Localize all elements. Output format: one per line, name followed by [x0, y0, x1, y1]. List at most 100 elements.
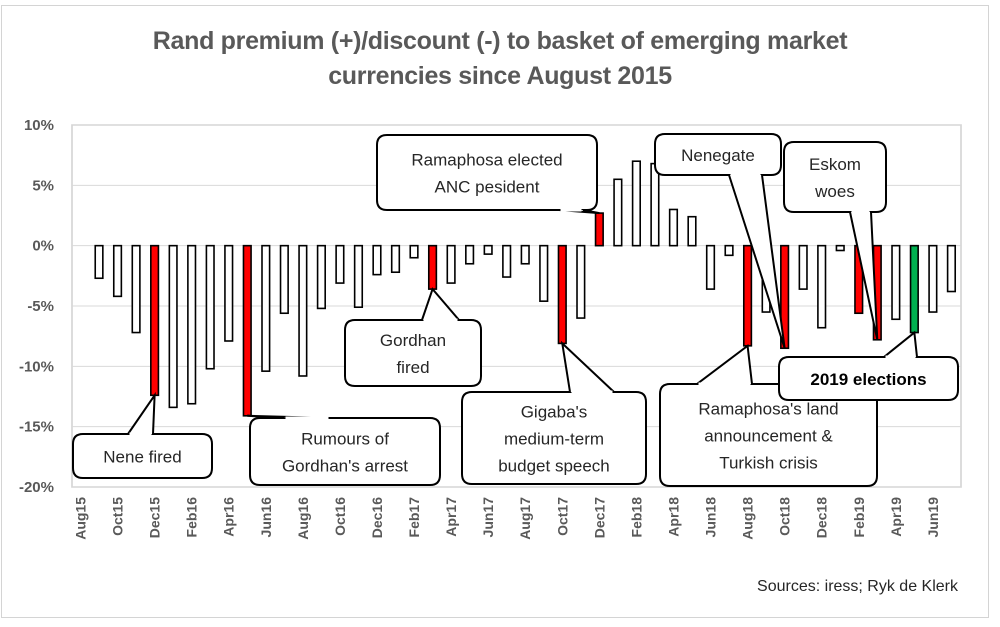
- bar-highlight-Mar17: [427, 244, 438, 290]
- callout-pointer: [728, 174, 786, 349]
- x-tick-label: Feb19: [851, 497, 867, 538]
- bars: [94, 160, 957, 417]
- callout-box: [72, 433, 213, 479]
- callout-text: budget speech: [498, 457, 610, 476]
- x-tick-label: Feb18: [628, 497, 644, 538]
- bar-Nov17: [576, 244, 586, 319]
- y-tick-label: 10%: [24, 117, 54, 134]
- callout-nene-fired: Nene fired: [72, 391, 213, 479]
- annotations: Nene fired Rumours of Gordhan's arrest Gord…: [72, 133, 959, 487]
- callout-text: Nene fired: [103, 448, 181, 467]
- x-tick-label: Aug17: [517, 497, 533, 540]
- bar-Apr19: [891, 244, 901, 321]
- x-tick-label: Oct15: [110, 497, 126, 536]
- callout-ramaphosa-land: Ramaphosa's land announcement & Turkish cr…: [659, 343, 878, 487]
- callout-pointer: [560, 340, 615, 393]
- bar-Jun19: [928, 244, 938, 313]
- chart-title-line-2: currencies since August 2015: [328, 62, 672, 90]
- bar-Sep16: [316, 244, 326, 310]
- callout-text: announcement &: [704, 427, 833, 446]
- callout-pointer: [127, 391, 156, 435]
- y-tick-label: -10%: [19, 358, 54, 375]
- callout-box: [461, 391, 647, 485]
- bar-highlight-Aug18: [742, 244, 753, 347]
- x-tick-label: Jun19: [925, 497, 941, 538]
- callout-text: 2019 elections: [810, 370, 926, 389]
- callout-text: Eskom: [809, 155, 861, 174]
- bar-Mar16: [205, 244, 215, 370]
- bar-Jan19: [835, 244, 845, 252]
- x-tick-label: Dec17: [591, 497, 607, 538]
- bar-highlight-May16: [242, 244, 252, 417]
- y-tick-label: -20%: [19, 479, 54, 496]
- x-axis: Aug15 Oct15 Dec15 Feb16 Apr16 Jun16 Aug16 Oct16…: [73, 497, 941, 540]
- x-tick-label: Aug16: [295, 497, 311, 540]
- bar-Apr16: [224, 244, 234, 342]
- callout-nenegate: Nenegate: [654, 133, 786, 349]
- callout-box: [376, 134, 598, 211]
- bar-Aug16: [298, 244, 308, 377]
- bar-Dec16: [372, 244, 382, 276]
- callout-rumours-gordhan-arrest: Rumours of Gordhan's arrest: [247, 414, 441, 486]
- bar-Jan18: [613, 178, 623, 247]
- bar-Jun18: [705, 244, 716, 290]
- bar-Nov16: [353, 244, 364, 309]
- callout-box: [783, 141, 887, 213]
- x-tick-label: Feb16: [184, 497, 200, 538]
- bar-highlight-Oct17: [557, 244, 567, 345]
- callout-box: [344, 319, 482, 387]
- callout-gigaba-mtbs: Gigaba's medium-term budget speech: [461, 340, 647, 485]
- bar-Nov18: [798, 244, 808, 290]
- callout-elections-2019: 2019 elections: [778, 330, 959, 401]
- x-tick-label: Jun18: [703, 497, 719, 538]
- callout-text: Ramaphosa's land: [698, 400, 838, 419]
- x-tick-label: Jun16: [258, 497, 274, 538]
- callout-text: Gordhan: [380, 331, 446, 350]
- callout-pointer: [696, 343, 753, 385]
- bar-May17: [465, 244, 475, 265]
- y-tick-label: 0%: [32, 238, 54, 255]
- chart-title-line-1: Rand premium (+)/discount (-) to basket …: [152, 27, 848, 55]
- bar-Feb18: [631, 160, 641, 247]
- bar-Jan16: [168, 244, 178, 409]
- callout-box: [654, 133, 782, 176]
- y-tick-label: -5%: [27, 298, 54, 315]
- bar-Jun16: [261, 244, 271, 372]
- x-tick-label: Dec18: [814, 497, 830, 538]
- callout-pointer: [849, 211, 879, 340]
- callout-pointer: [421, 287, 460, 321]
- bar-Aug17: [520, 244, 530, 265]
- x-tick-label: Apr18: [665, 497, 681, 537]
- x-tick-label: Oct16: [332, 497, 348, 536]
- x-tick-label: Dec15: [147, 497, 163, 538]
- callout-text: ANC pesident: [435, 178, 540, 197]
- bar-highlight-May19: [909, 244, 919, 334]
- x-tick-label: Aug15: [73, 497, 89, 540]
- bar-Jan17: [390, 244, 401, 274]
- bar-Feb17: [409, 244, 419, 259]
- bar-Oct15: [112, 244, 123, 298]
- bar-Jun17: [483, 244, 493, 255]
- bar-Oct16: [335, 244, 345, 284]
- bar-Sep15: [94, 244, 104, 280]
- bar-May18: [687, 215, 697, 247]
- callout-text: Ramaphosa elected: [411, 151, 562, 170]
- y-axis: 10% 5% 0% -5% -10% -15% -20%: [19, 117, 54, 496]
- x-tick-label: Oct18: [777, 497, 793, 536]
- bar-Dec18: [817, 244, 827, 329]
- bar-highlight-Dec17: [594, 212, 604, 247]
- x-tick-label: Oct17: [554, 497, 570, 536]
- x-tick-label: Apr19: [888, 497, 904, 537]
- bar-Jul19: [946, 244, 957, 293]
- x-tick-label: Dec16: [369, 497, 385, 538]
- callout-text: medium-term: [504, 430, 604, 449]
- x-tick-label: Apr16: [221, 497, 237, 537]
- bar-Nov15: [131, 244, 141, 334]
- bar-Jul18: [724, 244, 734, 257]
- callout-box: [778, 356, 959, 401]
- callout-text: fired: [396, 358, 429, 377]
- callout-text: Nenegate: [681, 146, 755, 165]
- callout-text: Gordhan's arrest: [282, 457, 408, 476]
- callout-eskom-woes: Eskom woes: [783, 141, 887, 340]
